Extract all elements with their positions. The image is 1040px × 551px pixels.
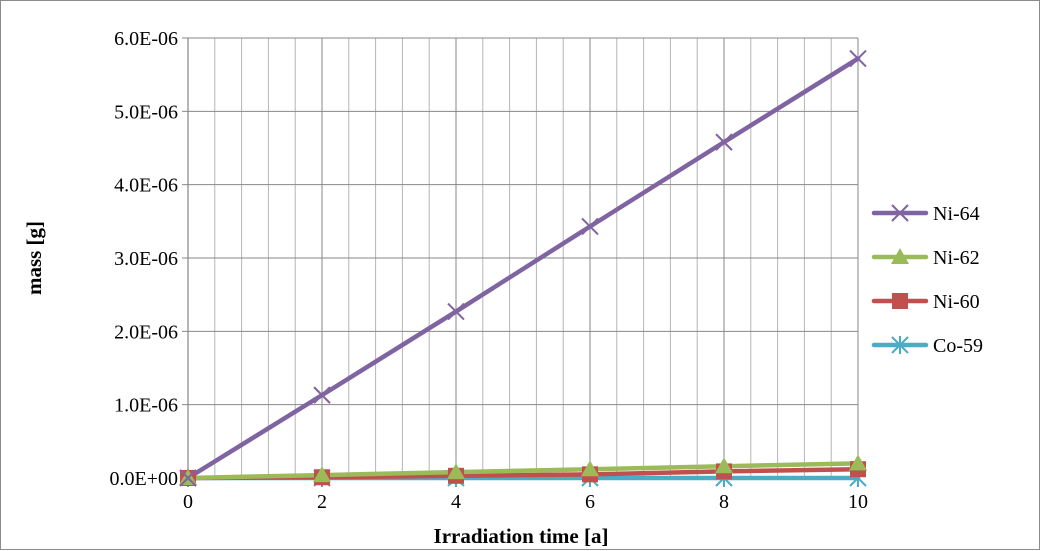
legend: Ni-64 Ni-62 Ni-60 Co-59 xyxy=(871,203,983,357)
x-axis-title: Irradiation time [a] xyxy=(434,524,609,548)
y-tick-label: 0.0E+00 xyxy=(110,468,179,490)
series-markers xyxy=(179,49,867,487)
data-point-ni-64 xyxy=(313,386,331,404)
x-tick-label: 10 xyxy=(848,491,868,513)
data-point-ni-64 xyxy=(581,217,599,236)
series-line-ni-64 xyxy=(185,56,861,481)
y-tick-label: 4.0E-06 xyxy=(114,175,178,197)
data-point-ni-62 xyxy=(447,463,465,480)
tick-labels: 0.0E+00 1.0E-06 2.0E-06 3.0E-06 4.0E-06 5.0E-… xyxy=(110,28,869,513)
data-point-ni-62 xyxy=(849,454,867,471)
legend-marker xyxy=(891,248,909,264)
data-point-ni-64 xyxy=(715,133,733,151)
x-tick-label: 8 xyxy=(719,491,729,513)
x-tick-label: 4 xyxy=(451,491,461,513)
y-tick-label: 3.0E-06 xyxy=(114,248,178,270)
data-point-ni-62 xyxy=(313,466,331,483)
x-tick-label: 2 xyxy=(317,491,327,513)
legend-item-ni-62: Ni-62 xyxy=(871,247,980,269)
y-tick-label: 1.0E-06 xyxy=(114,395,178,417)
series-line-ni-62 xyxy=(185,461,861,481)
legend-marker xyxy=(892,293,908,309)
data-point-ni-64 xyxy=(447,302,465,321)
legend-item-ni-64: Ni-64 xyxy=(871,203,980,225)
legend-item-ni-60: Ni-60 xyxy=(871,291,980,313)
data-point-ni-62 xyxy=(715,457,733,474)
x-tick-label: 6 xyxy=(585,491,595,513)
legend-label: Co-59 xyxy=(933,335,983,357)
data-point-ni-62 xyxy=(581,460,599,477)
y-tick-label: 6.0E-06 xyxy=(114,28,178,50)
data-point-ni-64 xyxy=(849,49,867,68)
data-point-ni-64 xyxy=(179,469,197,487)
legend-item-co-59: Co-59 xyxy=(871,335,983,357)
legend-label: Ni-64 xyxy=(933,203,980,225)
legend-label: Ni-60 xyxy=(933,291,980,313)
legend-label: Ni-62 xyxy=(933,247,980,269)
grid xyxy=(188,37,859,478)
legend-marker xyxy=(891,204,909,222)
y-tick-label: 2.0E-06 xyxy=(114,321,178,343)
x-tick-label: 0 xyxy=(183,491,193,513)
legend-marker xyxy=(891,336,909,354)
series-lines xyxy=(185,56,861,481)
y-axis-title: mass [g] xyxy=(22,221,46,295)
y-tick-label: 5.0E-06 xyxy=(114,101,178,123)
